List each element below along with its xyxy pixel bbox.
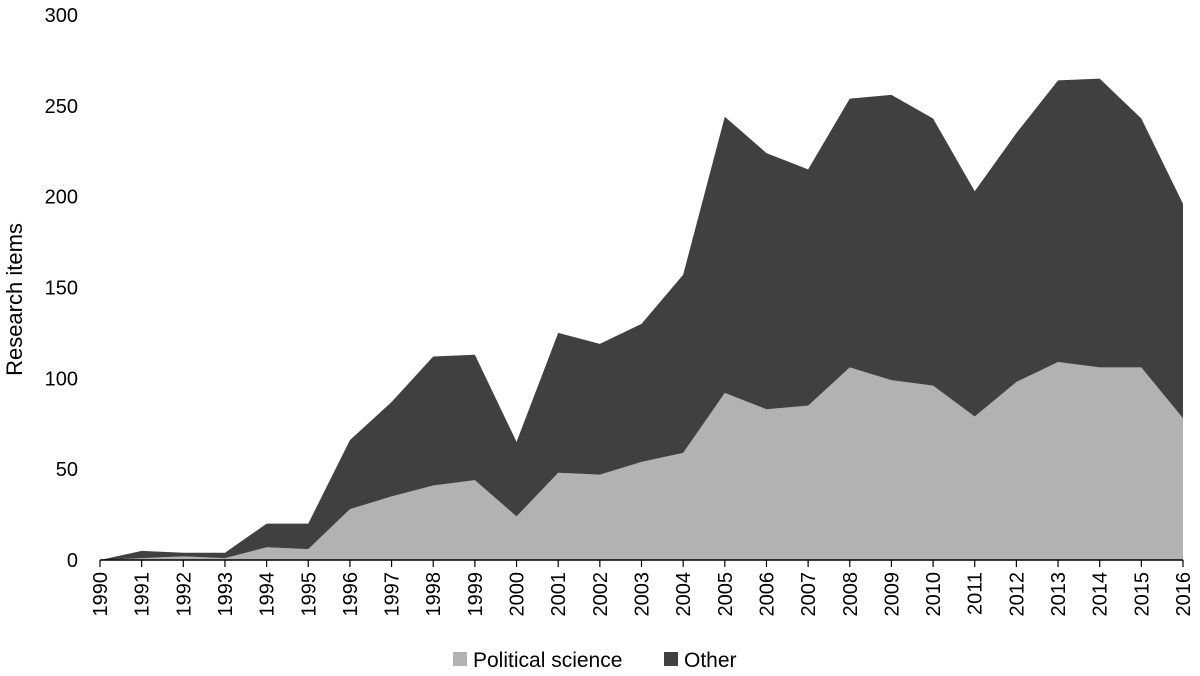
x-tick-label: 2010 — [923, 572, 945, 617]
x-tick-label: 1998 — [423, 572, 445, 617]
legend-label: Political science — [473, 649, 622, 672]
x-tick-label: 1990 — [90, 572, 112, 617]
legend-swatch — [664, 652, 678, 666]
x-tick-label: 2011 — [965, 572, 987, 615]
x-tick-label: 2000 — [507, 572, 529, 617]
y-tick-label: 50 — [56, 459, 78, 481]
x-tick-label: 1991 — [132, 572, 154, 617]
axes-group — [99, 559, 1184, 567]
x-tick-label: 1996 — [340, 572, 362, 617]
x-tick-label: 2002 — [590, 572, 612, 617]
legend-swatch — [453, 652, 467, 666]
y-tick-label: 200 — [45, 187, 78, 209]
area-series-group — [100, 78, 1183, 560]
x-tick-label: 2012 — [1006, 572, 1028, 617]
y-tick-label: 250 — [45, 96, 78, 118]
area-other — [100, 78, 1183, 560]
x-tick-label: 2016 — [1173, 572, 1195, 617]
x-tick-label: 1993 — [215, 572, 237, 617]
x-tick-label: 2008 — [840, 572, 862, 617]
x-tick-labels: 1990 1991 1992 1993 1994 1995 1996 1997 1998 1999… — [90, 572, 1195, 617]
legend: Political science Other — [453, 649, 737, 672]
area-political-science — [100, 361, 1183, 560]
x-tick-label: 2014 — [1090, 572, 1112, 617]
x-tick-label: 1997 — [382, 572, 404, 617]
x-tick-label: 1994 — [257, 572, 279, 617]
x-tick-label: 2009 — [881, 572, 903, 617]
y-tick-label: 150 — [45, 278, 78, 300]
x-tick-label: 2013 — [1048, 572, 1070, 617]
x-tick-label: 1992 — [173, 572, 195, 617]
x-tick-label: 1999 — [465, 572, 487, 617]
y-tick-label: 100 — [45, 368, 78, 390]
x-tick-label: 2007 — [798, 572, 820, 617]
x-tick-label: 2015 — [1131, 572, 1153, 617]
x-tick-label: 2006 — [756, 572, 778, 617]
y-tick-label: 300 — [45, 5, 78, 27]
x-tick-label: 1995 — [298, 572, 320, 617]
x-tick-label: 2005 — [715, 572, 737, 617]
x-tick-label: 2004 — [673, 572, 695, 617]
y-tick-label: 0 — [67, 550, 78, 572]
legend-label: Other — [684, 649, 737, 672]
x-tick-label: 2003 — [632, 572, 654, 617]
y-axis-title: Research items — [2, 223, 27, 376]
y-tick-labels: 0 50 100 150 200 250 300 — [45, 5, 78, 572]
x-tick-label: 2001 — [548, 572, 570, 617]
